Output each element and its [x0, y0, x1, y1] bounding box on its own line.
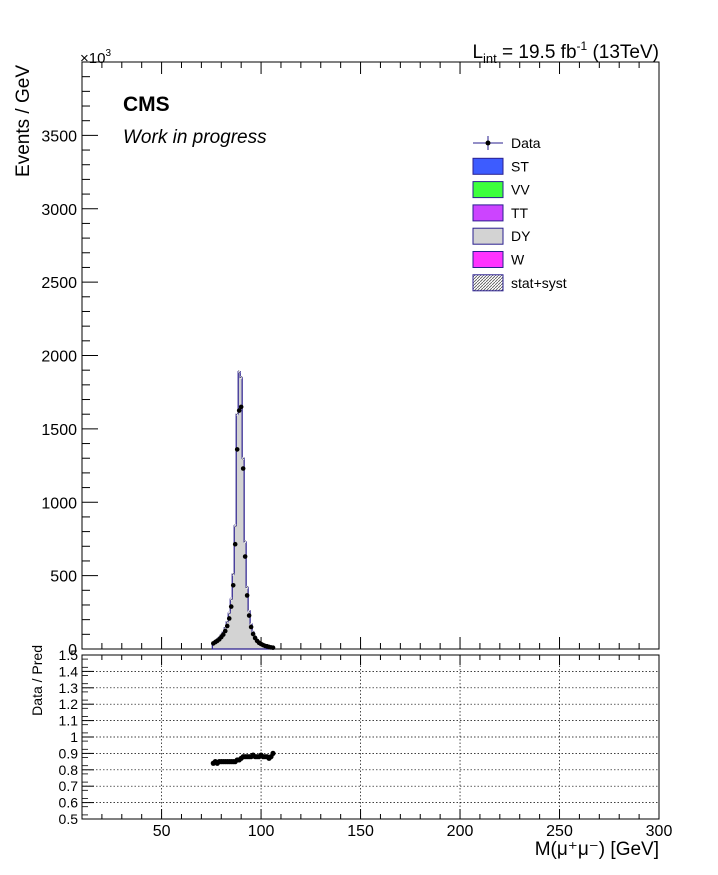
- uncertainty-band: [244, 540, 247, 544]
- data-point: [248, 624, 254, 630]
- ratio-point: [270, 750, 276, 757]
- y-tick-label: 1500: [41, 422, 77, 439]
- legend-label: DY: [511, 228, 531, 244]
- uncertainty-band: [250, 622, 253, 626]
- cms-label: CMS: [123, 93, 170, 116]
- data-point: [234, 447, 240, 452]
- dy-histogram: [211, 371, 275, 650]
- data-point: [250, 631, 256, 637]
- legend-label: TT: [511, 205, 529, 221]
- uncertainty-band: [236, 412, 239, 416]
- uncertainty-band: [226, 620, 229, 624]
- y-tick-label: 3500: [41, 128, 77, 145]
- data-point: [242, 554, 248, 559]
- legend-swatch: [472, 251, 504, 268]
- ratio-y-tick-label: 0.6: [59, 795, 79, 811]
- data-point: [230, 583, 236, 588]
- data-point: [238, 404, 244, 410]
- y-tick-label: 1000: [41, 495, 77, 512]
- work-in-progress-label: Work in progress: [123, 127, 267, 148]
- y-tick-label: 2000: [41, 349, 77, 366]
- legend-swatch: [472, 181, 504, 199]
- uncertainty-band: [240, 376, 243, 380]
- main-frame: [81, 61, 660, 650]
- ratio-y-tick-label: 0.8: [59, 762, 79, 778]
- legend-hatch-swatch: [472, 274, 504, 292]
- luminosity-label: Lint = 19.5 fb-1 (13TeV): [472, 39, 659, 66]
- ratio-y-tick-label: 1.1: [59, 713, 79, 729]
- legend-swatch: [472, 227, 504, 245]
- ratio-plot-area: 0.50.60.70.80.911.11.21.31.41.5 50 100 150 2…: [59, 647, 673, 840]
- data-point: [226, 616, 232, 621]
- x-tick-label: 50: [153, 823, 171, 840]
- legend-label: stat+syst: [511, 275, 567, 291]
- data-point: [220, 632, 226, 637]
- data-point: [240, 466, 246, 471]
- uncertainty-band: [242, 456, 245, 460]
- data-point: [232, 541, 238, 547]
- ratio-y-tick-label: 1.5: [59, 647, 79, 663]
- data-point: [244, 593, 250, 598]
- uncertainty-band: [228, 611, 231, 615]
- ratio-y-tick-label: 0.5: [59, 811, 79, 827]
- ratio-y-tick-label: 1.2: [59, 696, 79, 712]
- uncertainty-band: [222, 630, 225, 634]
- x-tick-label: 250: [546, 823, 573, 840]
- uncertainty-band: [230, 597, 233, 601]
- y-scale-label: ×103: [80, 48, 111, 67]
- data-point: [246, 613, 252, 618]
- data-point: [236, 408, 242, 413]
- ratio-y-tick-label: 1.4: [59, 663, 79, 679]
- x-tick-label: 150: [347, 823, 374, 840]
- main-plot-area: 0 500 1000 1500 2000 2500 3000 3500: [41, 61, 660, 659]
- data-point: [224, 623, 230, 629]
- legend-swatch: [472, 157, 504, 175]
- legend-label: VV: [511, 182, 530, 198]
- x-axis-title: M(μ⁺μ⁻) [GeV]: [535, 839, 659, 860]
- x-tick-label: 200: [447, 823, 474, 840]
- data-point: [222, 628, 228, 634]
- legend-label: W: [511, 252, 525, 268]
- uncertainty-band: [234, 524, 237, 528]
- legend-label: Data: [511, 135, 541, 151]
- y-tick-label: 3000: [41, 202, 77, 219]
- x-tick-label: 300: [646, 823, 673, 840]
- y-axis-title: Events / GeV: [13, 65, 34, 177]
- uncertainty-band: [248, 609, 251, 613]
- ratio-y-tick-label: 1: [70, 729, 78, 745]
- legend-label: ST: [511, 158, 529, 174]
- ratio-y-tick-label: 1.3: [59, 680, 79, 696]
- uncertainty-band: [238, 370, 241, 374]
- legend-data-marker: [485, 140, 491, 146]
- data-point: [270, 645, 276, 650]
- ratio-y-tick-label: 0.9: [59, 745, 79, 761]
- y-tick-label: 2500: [41, 275, 77, 292]
- uncertainty-band: [232, 572, 235, 576]
- uncertainty-band: [246, 585, 249, 589]
- ratio-y-tick-label: 0.7: [59, 778, 79, 794]
- x-tick-label: 100: [248, 823, 275, 840]
- data-point: [228, 604, 234, 609]
- legend-swatch: [472, 204, 504, 222]
- y-tick-label: 500: [50, 569, 77, 586]
- y-tick-label: 0: [68, 642, 77, 659]
- uncertainty-band: [224, 626, 227, 630]
- ratio-y-axis-title: Data / Pred: [29, 645, 45, 716]
